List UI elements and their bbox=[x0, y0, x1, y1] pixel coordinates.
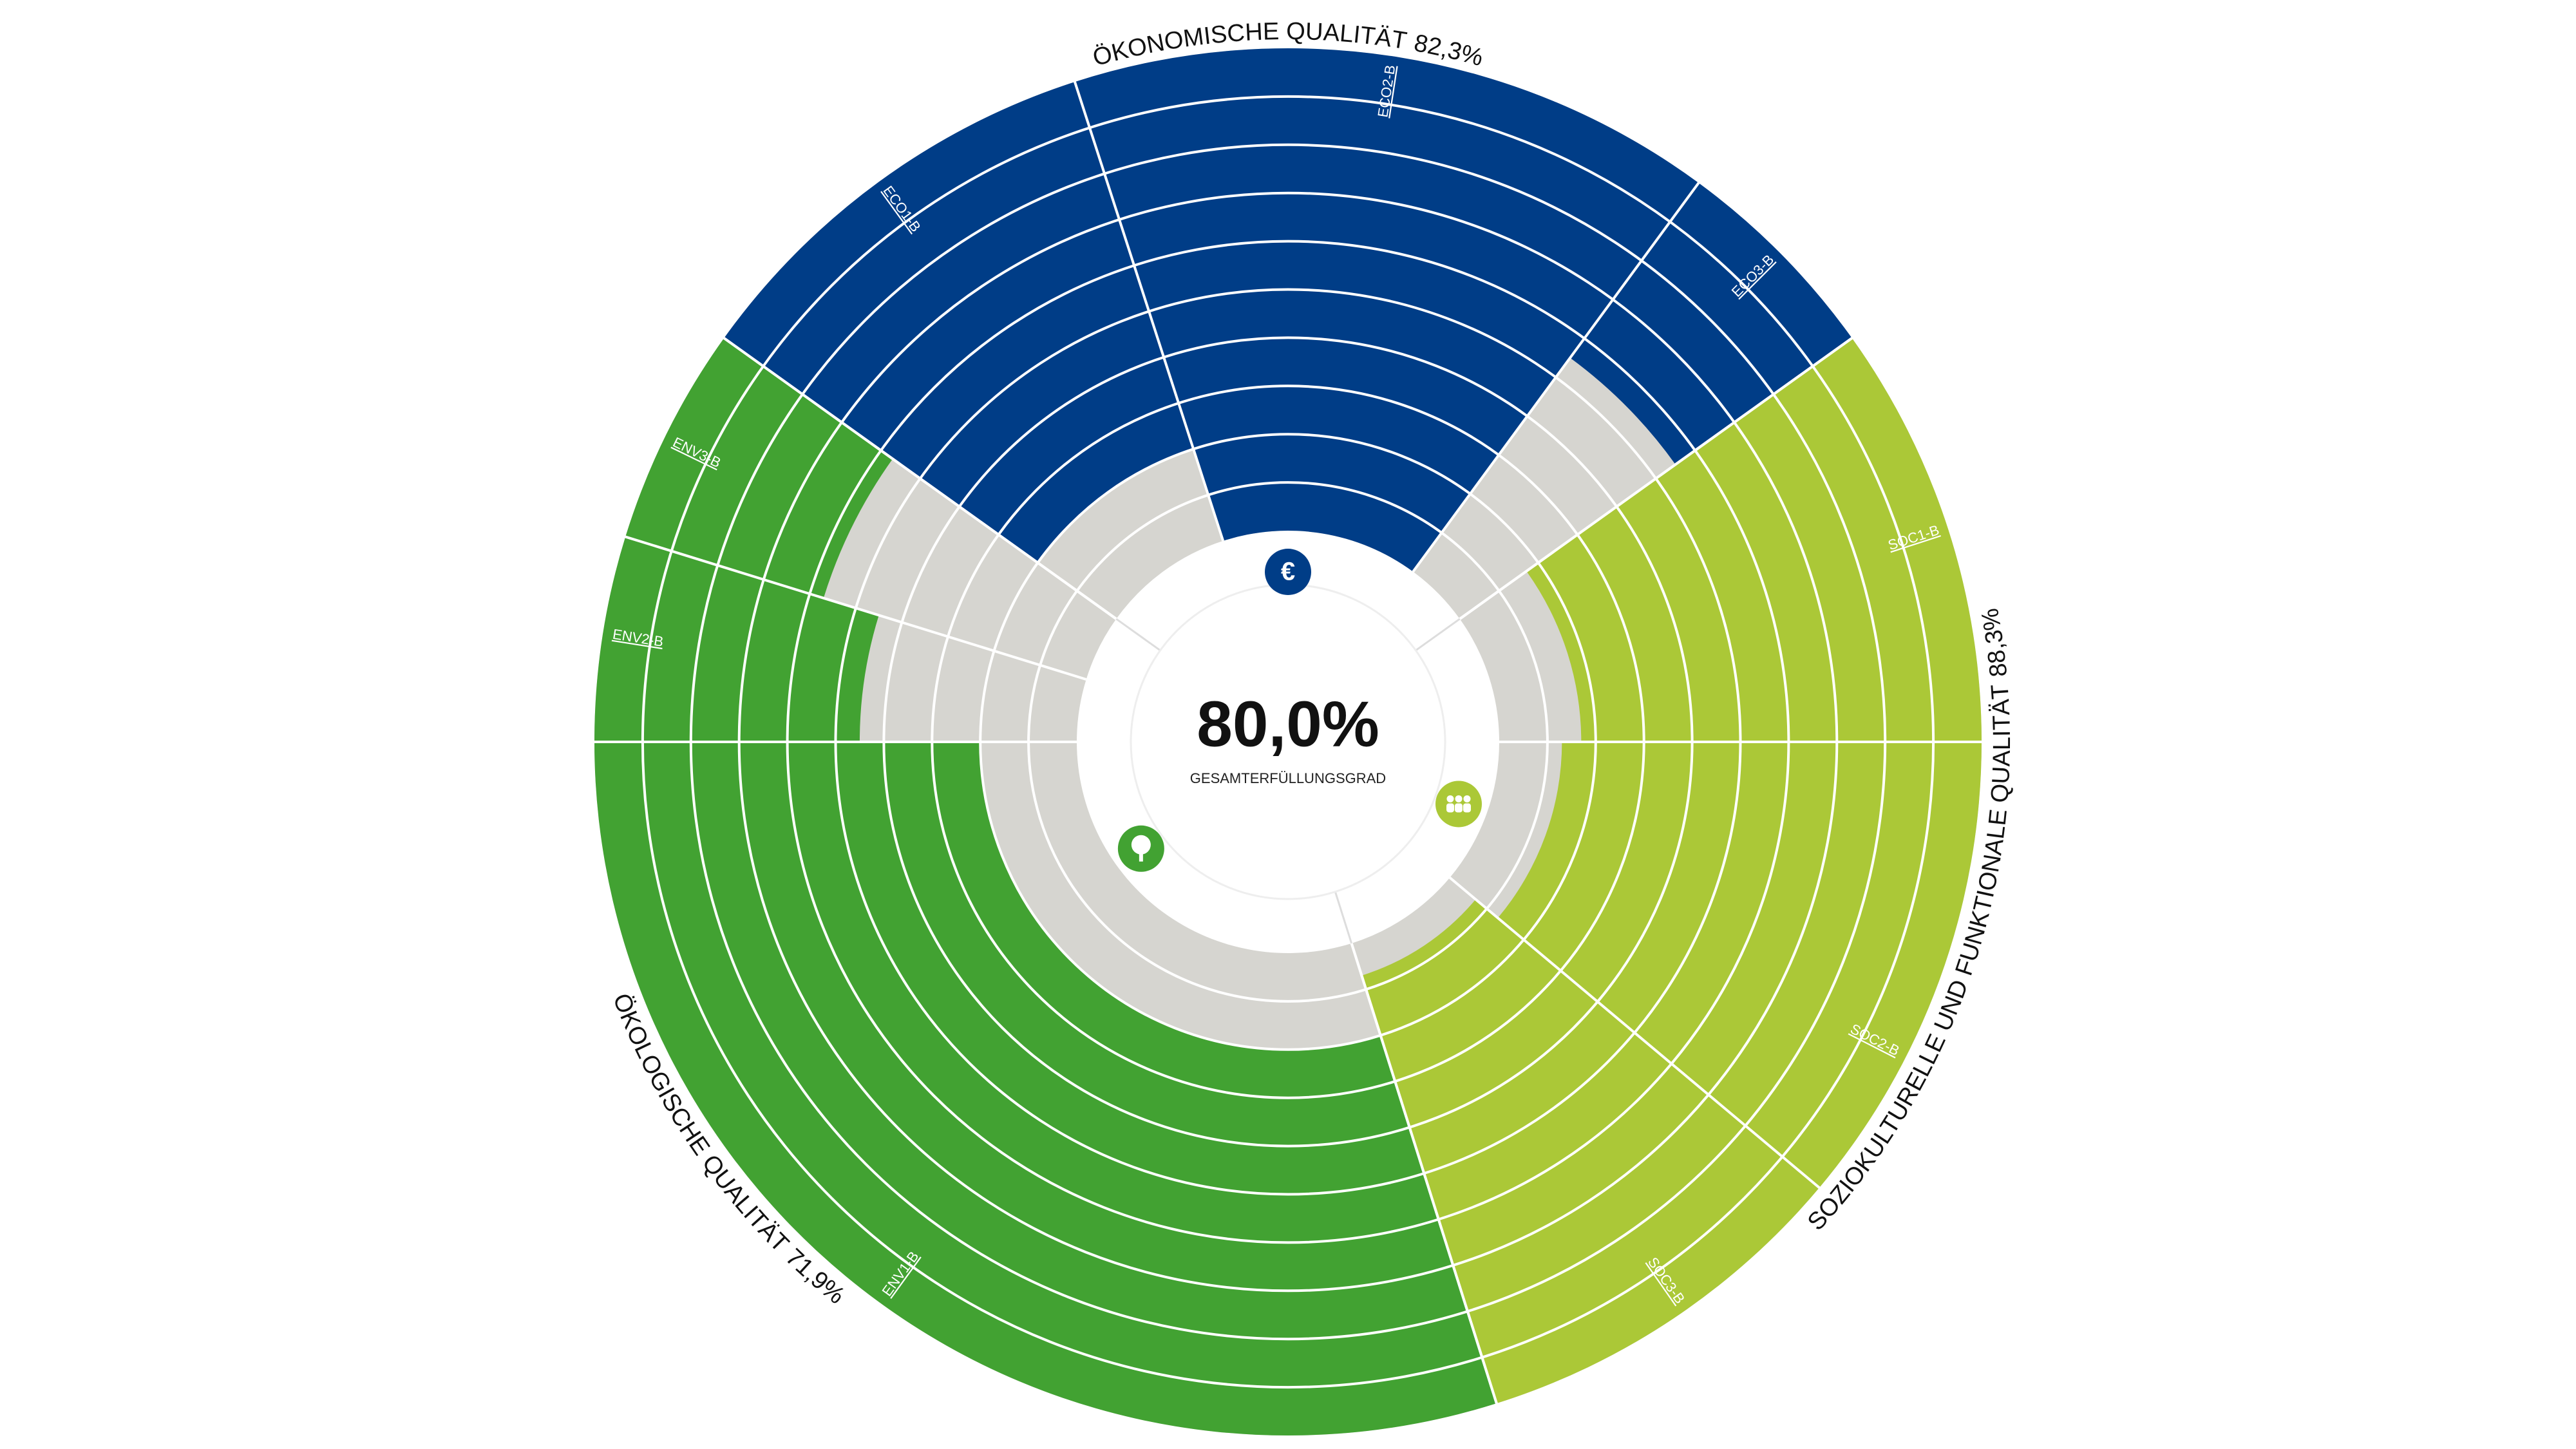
bar-segment bbox=[1526, 338, 1982, 742]
bar-segment bbox=[724, 82, 1194, 563]
center-value: 80,0% bbox=[1197, 688, 1379, 760]
bar-segment bbox=[1361, 899, 1820, 1404]
center-spoke bbox=[1115, 618, 1161, 652]
sector-line bbox=[722, 336, 1117, 620]
icon-symbol: € bbox=[1281, 558, 1295, 586]
rings bbox=[593, 48, 1983, 1435]
bar-segment bbox=[594, 742, 1497, 1435]
icon-shape bbox=[1446, 803, 1454, 813]
sector-line bbox=[1448, 876, 1821, 1190]
bar-segment bbox=[594, 536, 879, 742]
icon-shape bbox=[1131, 835, 1151, 855]
group-score: 88,3% bbox=[1976, 606, 2012, 678]
sector-line bbox=[623, 535, 1087, 681]
bar-segment bbox=[1570, 183, 1852, 465]
sector-line bbox=[1073, 80, 1225, 542]
center-spoke bbox=[1415, 618, 1461, 652]
sector-line bbox=[1459, 336, 1854, 620]
icon-shape bbox=[1139, 851, 1143, 862]
icon-shape bbox=[1446, 795, 1454, 802]
icon-shape bbox=[1454, 803, 1463, 813]
sector-line bbox=[1350, 943, 1499, 1405]
center-spoke bbox=[1334, 891, 1353, 944]
group-icon bbox=[1265, 549, 1311, 595]
bar-segment bbox=[1497, 742, 1982, 1188]
icon-shape bbox=[1463, 803, 1471, 813]
bar-segment bbox=[625, 338, 893, 598]
icon-shape bbox=[1463, 795, 1471, 802]
sector-line bbox=[1412, 181, 1701, 573]
icon-shape bbox=[1455, 795, 1463, 802]
center-label: GESAMTERFÜLLUNGSGRAD bbox=[1190, 770, 1386, 786]
